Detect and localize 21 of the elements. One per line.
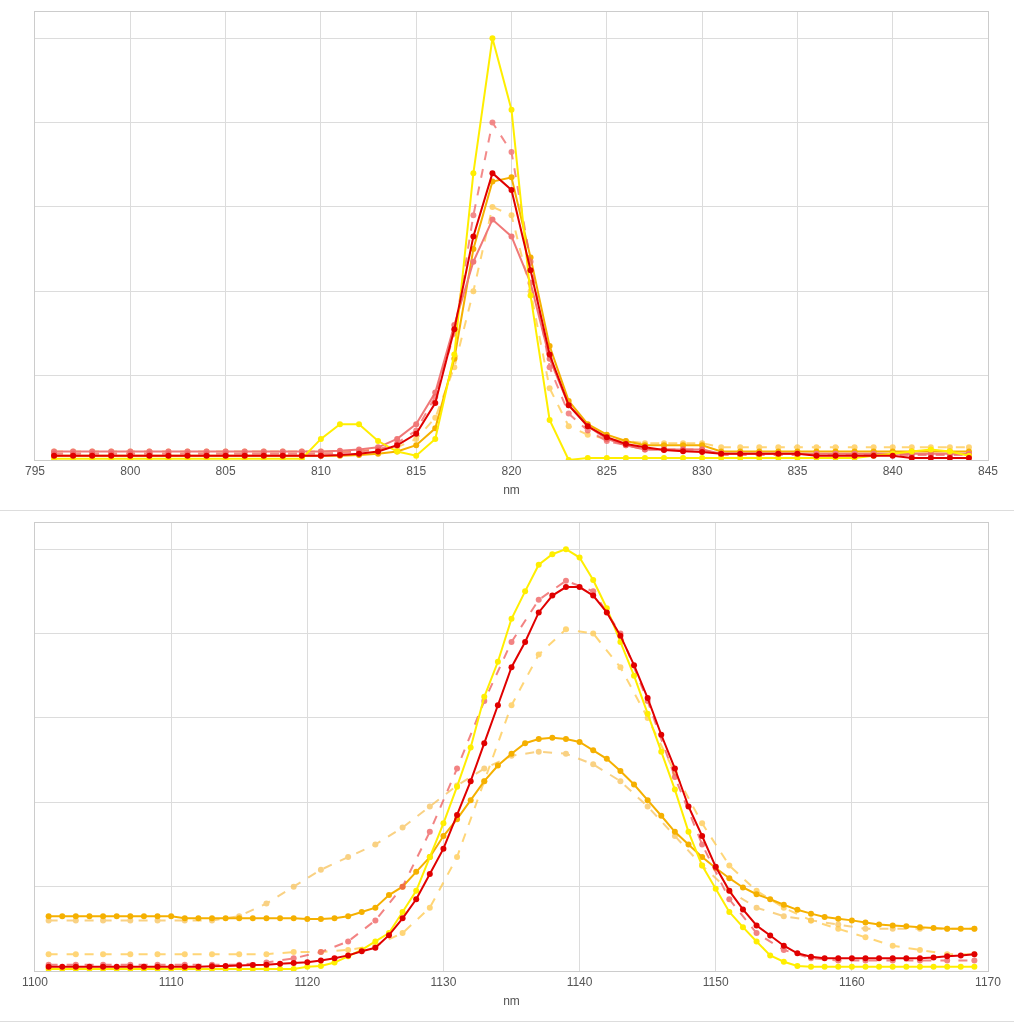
x-tick-label: 1150 (702, 975, 729, 990)
x-axis-title: nm (503, 483, 520, 498)
x-tick-label: 810 (310, 464, 332, 479)
x-tick-label: 835 (787, 464, 808, 479)
x-tick-label: 800 (120, 464, 141, 479)
x-tick-label: 1130 (430, 975, 457, 990)
x-tick-label: 805 (215, 464, 236, 479)
x-tick-label: 1170 (975, 975, 1002, 990)
x-tick-label: 820 (501, 464, 522, 479)
x-tick-label: 825 (596, 464, 618, 479)
x-tick-label: 815 (406, 464, 427, 479)
x-tick-label: 845 (977, 464, 999, 479)
x-axis-title: nm (503, 994, 520, 1009)
x-tick-label: 1100 (22, 975, 49, 990)
x-tick-label: 1140 (566, 975, 593, 990)
x-tick-label: 1110 (158, 975, 184, 990)
x-tick-label: 1120 (294, 975, 321, 990)
x-tick-label: 795 (24, 464, 46, 479)
x-tick-label: 830 (692, 464, 713, 479)
x-tick-label: 840 (882, 464, 904, 479)
x-tick-label: 1160 (838, 975, 866, 990)
